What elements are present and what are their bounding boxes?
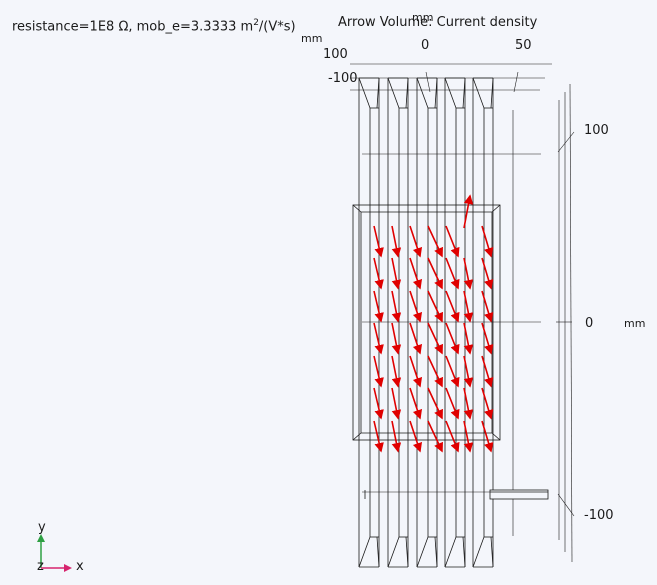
arrow-1 bbox=[373, 225, 384, 258]
arrow-8 bbox=[391, 225, 402, 258]
arrow-48 bbox=[481, 387, 494, 420]
arrow-17 bbox=[409, 290, 423, 323]
arrow-49 bbox=[481, 420, 494, 453]
fin-electrodes bbox=[358, 77, 494, 568]
y-tick-0: 0 bbox=[585, 316, 594, 331]
arrow-10 bbox=[391, 290, 402, 323]
arrow-12 bbox=[391, 355, 402, 388]
arrow-24 bbox=[427, 290, 443, 323]
current-density-arrows bbox=[373, 194, 494, 453]
arrow-34 bbox=[445, 387, 460, 420]
arrow-20 bbox=[409, 387, 423, 420]
arrow-13 bbox=[391, 387, 402, 420]
arrow-23 bbox=[427, 257, 443, 290]
parameter-unit: /(V*s) bbox=[258, 19, 296, 35]
fin-2 bbox=[387, 77, 409, 568]
arrow-7 bbox=[373, 420, 384, 453]
y-tick-100: 100 bbox=[584, 123, 609, 138]
arrow-15 bbox=[409, 225, 423, 258]
arrow-11 bbox=[391, 322, 402, 355]
fin-1 bbox=[358, 77, 380, 568]
arrow-26 bbox=[427, 355, 443, 388]
arrow-22 bbox=[427, 225, 443, 258]
arrow-39 bbox=[463, 322, 474, 355]
axis-rulers bbox=[350, 63, 575, 563]
arrow-21 bbox=[409, 420, 423, 453]
arrow-41 bbox=[463, 387, 474, 420]
z-tick-neg100: -100 bbox=[328, 71, 358, 86]
triad-x-label: x bbox=[76, 559, 84, 574]
arrow-28 bbox=[427, 420, 443, 453]
arrow-44 bbox=[481, 257, 494, 290]
z-tick-100: 100 bbox=[323, 47, 348, 62]
arrow-46 bbox=[481, 322, 494, 355]
coordinate-triad bbox=[37, 534, 72, 572]
arrow-42 bbox=[463, 420, 474, 453]
arrow-47 bbox=[481, 355, 494, 388]
arrow-36 bbox=[463, 194, 474, 229]
arrow-18 bbox=[409, 322, 423, 355]
arrow-29 bbox=[445, 225, 460, 258]
arrow-14 bbox=[391, 420, 402, 453]
fin-4 bbox=[444, 77, 466, 568]
arrow-2 bbox=[373, 257, 384, 290]
arrow-43 bbox=[481, 225, 494, 258]
x-tick-50: 50 bbox=[515, 38, 532, 53]
parameter-readout: resistance=1E8 Ω, mob_e=3.3333 m2/(V*s) bbox=[12, 18, 296, 34]
arrow-27 bbox=[427, 387, 443, 420]
parameter-exponent: 2 bbox=[253, 18, 259, 28]
y-tick-neg100: -100 bbox=[584, 508, 614, 523]
arrow-3 bbox=[373, 290, 384, 323]
arrow-4 bbox=[373, 322, 384, 355]
arrow-25 bbox=[427, 322, 443, 355]
arrow-38 bbox=[463, 290, 474, 323]
parameter-text: resistance=1E8 Ω, mob_e=3.3333 m bbox=[12, 19, 254, 35]
arrow-19 bbox=[409, 355, 423, 388]
arrow-37 bbox=[463, 257, 474, 290]
arrow-31 bbox=[445, 290, 460, 323]
arrow-45 bbox=[481, 290, 494, 323]
arrow-9 bbox=[391, 257, 402, 290]
triad-y-label: y bbox=[38, 520, 46, 535]
plot-title: Arrow Volume: Current density bbox=[338, 15, 538, 30]
triad-z-label: z bbox=[37, 559, 44, 574]
arrow-5 bbox=[373, 355, 384, 388]
y-axis-unit: mm bbox=[624, 317, 646, 330]
z-axis-unit: mm bbox=[301, 32, 323, 45]
arrow-16 bbox=[409, 257, 423, 290]
arrow-40 bbox=[463, 355, 474, 388]
arrow-32 bbox=[445, 322, 460, 355]
x-axis-unit: mm bbox=[412, 11, 434, 24]
fin-3 bbox=[416, 77, 438, 568]
substrate-block bbox=[352, 204, 501, 441]
arrow-35 bbox=[445, 420, 460, 453]
arrow-30 bbox=[445, 257, 460, 290]
arrow-6 bbox=[373, 387, 384, 420]
arrow-33 bbox=[445, 355, 460, 388]
contact-plate bbox=[364, 489, 549, 500]
x-tick-0: 0 bbox=[421, 38, 430, 53]
